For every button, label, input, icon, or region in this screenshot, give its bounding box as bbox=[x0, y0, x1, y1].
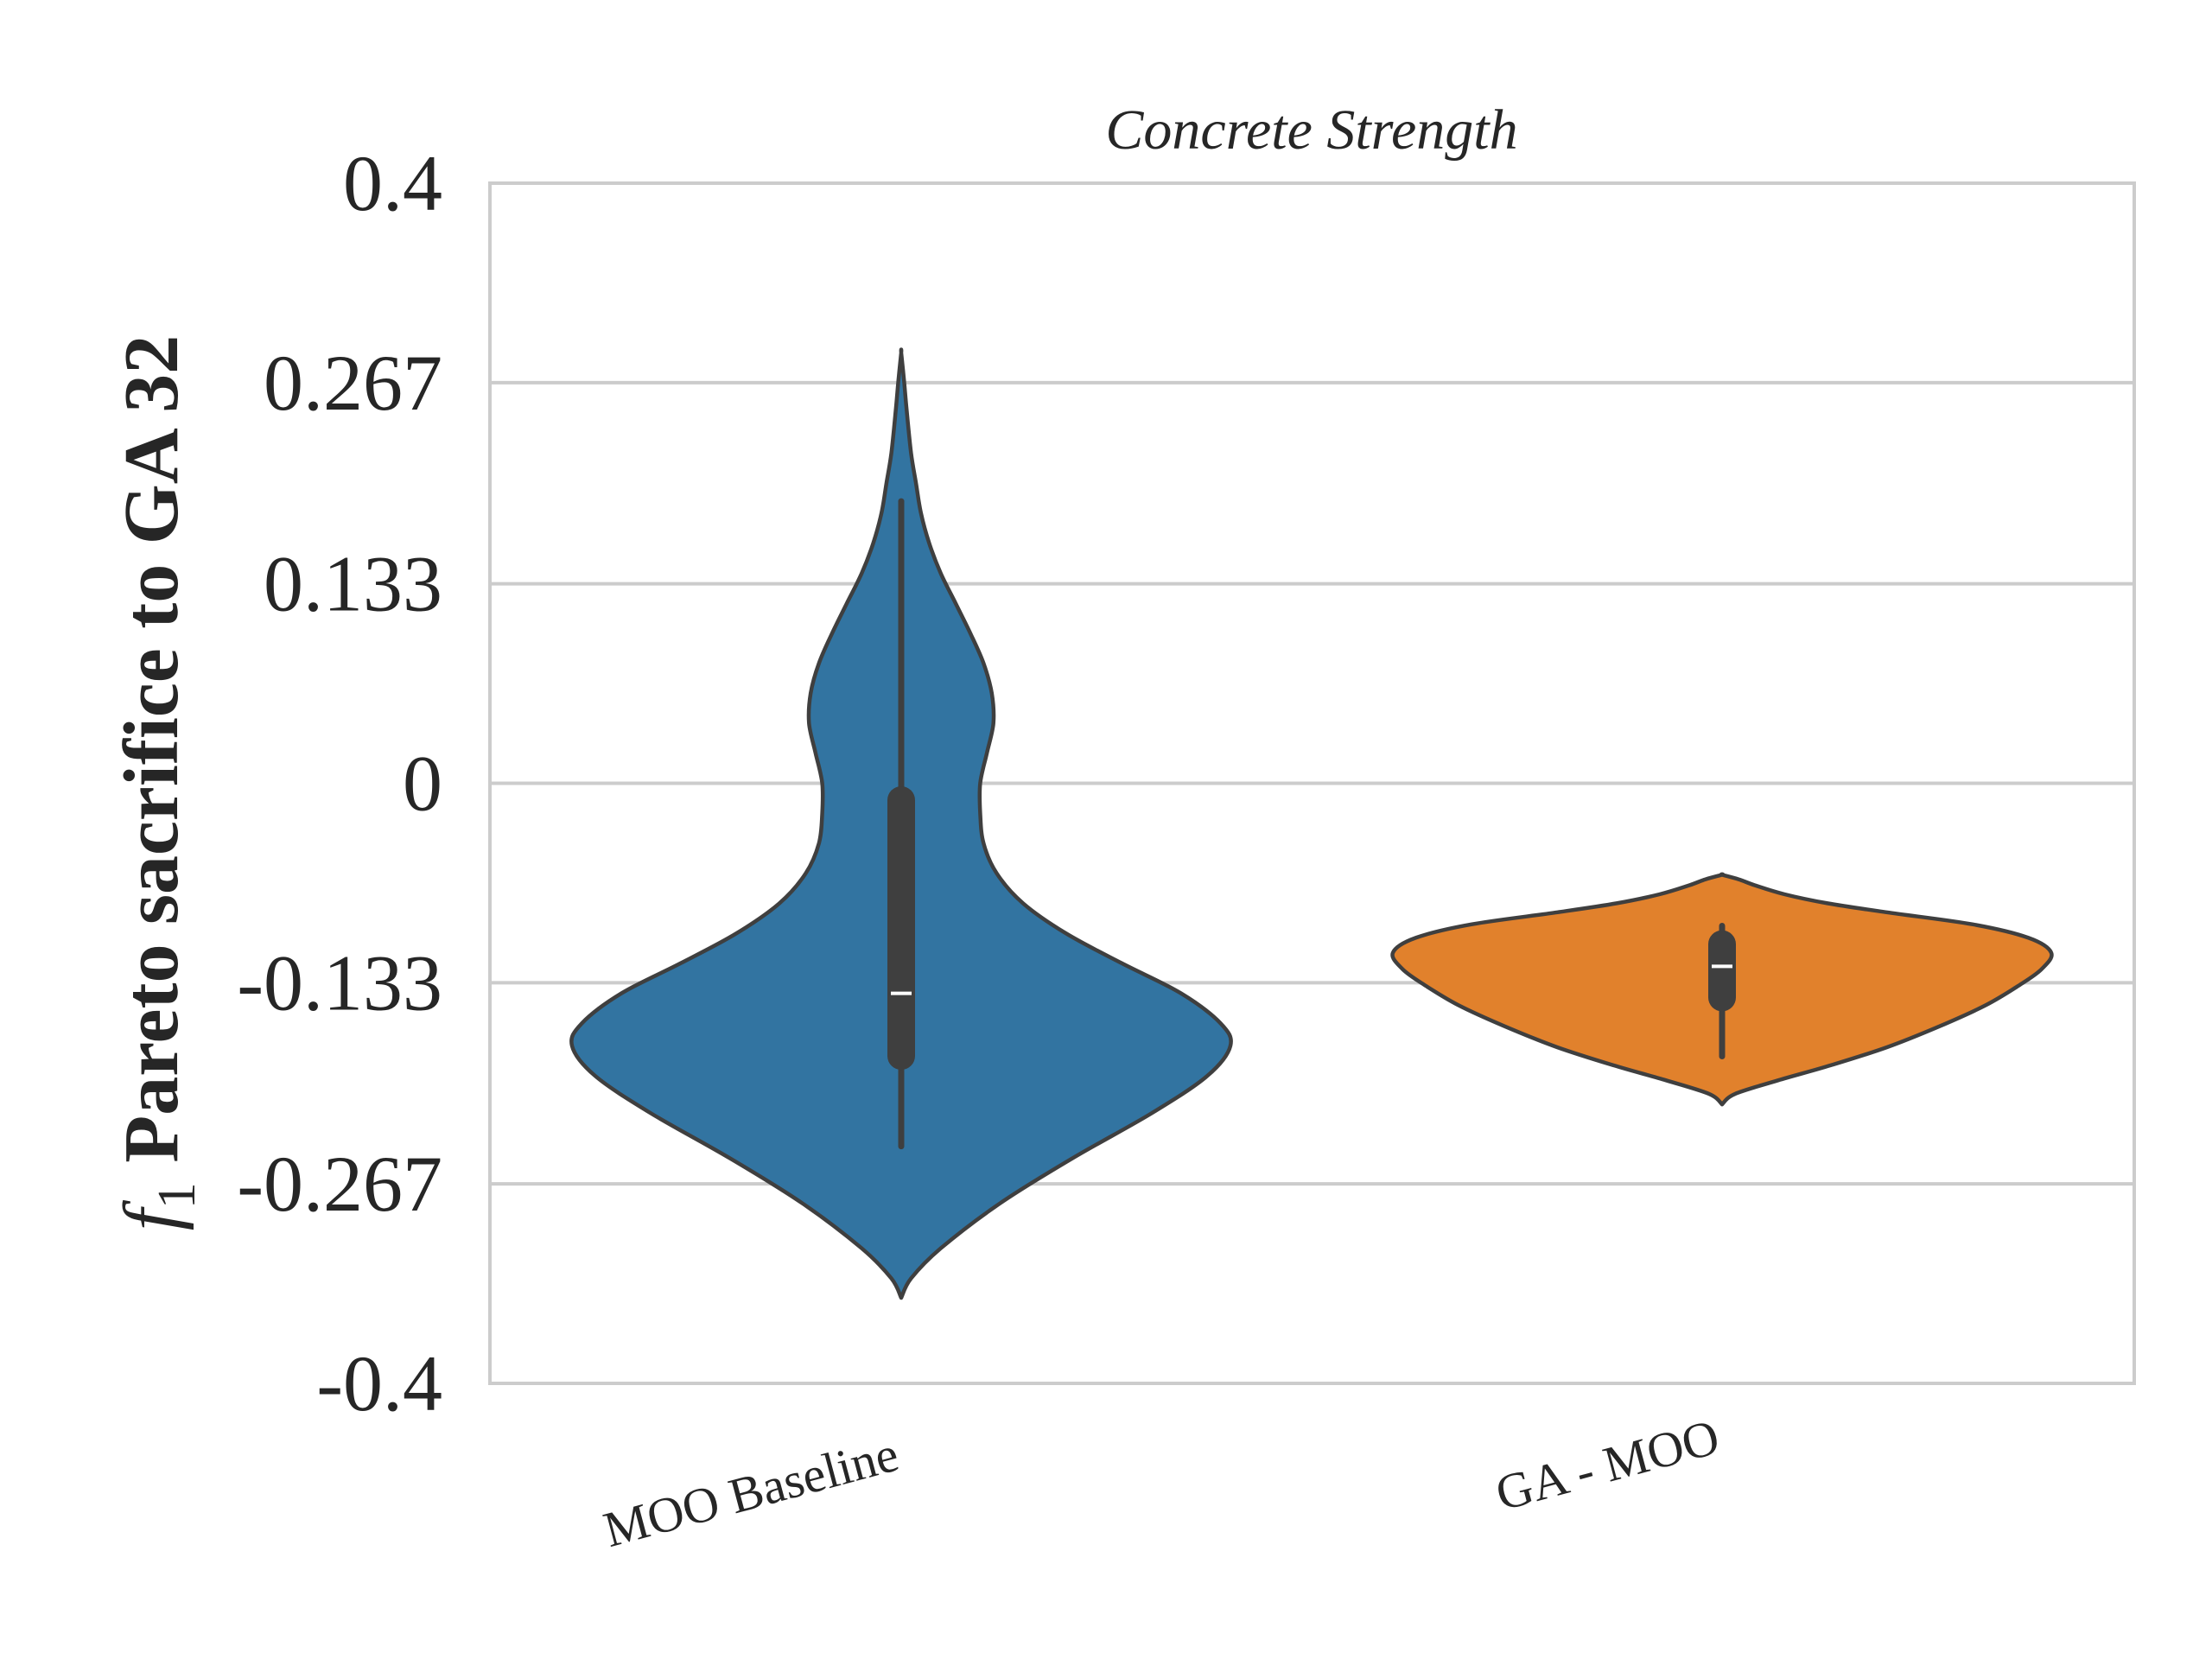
y-axis-label-subscript: 1 bbox=[148, 1182, 207, 1209]
y-axis-label: f1 Pareto sacrifice to GA 32 bbox=[109, 335, 207, 1231]
chart-title: Concrete Strength bbox=[1105, 99, 1517, 162]
y-tick-label: -0.267 bbox=[237, 1140, 442, 1228]
violin-iqr-box bbox=[887, 785, 915, 1071]
y-tick-label: 0.133 bbox=[264, 540, 442, 628]
violins bbox=[569, 347, 2054, 1300]
x-tick-label: GA - MOO bbox=[1490, 1408, 1725, 1522]
y-tick-label: 0.267 bbox=[264, 339, 442, 427]
y-tick-labels: 0.4 0.267 0.133 0 -0.133 -0.267 -0.4 bbox=[237, 139, 442, 1427]
x-tick-label: MOO Baseline bbox=[598, 1426, 904, 1558]
y-tick-label: -0.133 bbox=[237, 938, 442, 1027]
y-axis-label-text: Pareto sacrifice to GA 32 bbox=[109, 335, 194, 1183]
y-tick-label: 0.4 bbox=[343, 139, 442, 227]
x-tick-labels: MOO Baseline GA - MOO bbox=[598, 1408, 1725, 1558]
y-tick-label: 0 bbox=[403, 740, 442, 828]
plot-area-frame bbox=[488, 181, 2136, 1385]
y-tick-label: -0.4 bbox=[316, 1339, 442, 1427]
violin-iqr-box bbox=[1708, 930, 1736, 1012]
